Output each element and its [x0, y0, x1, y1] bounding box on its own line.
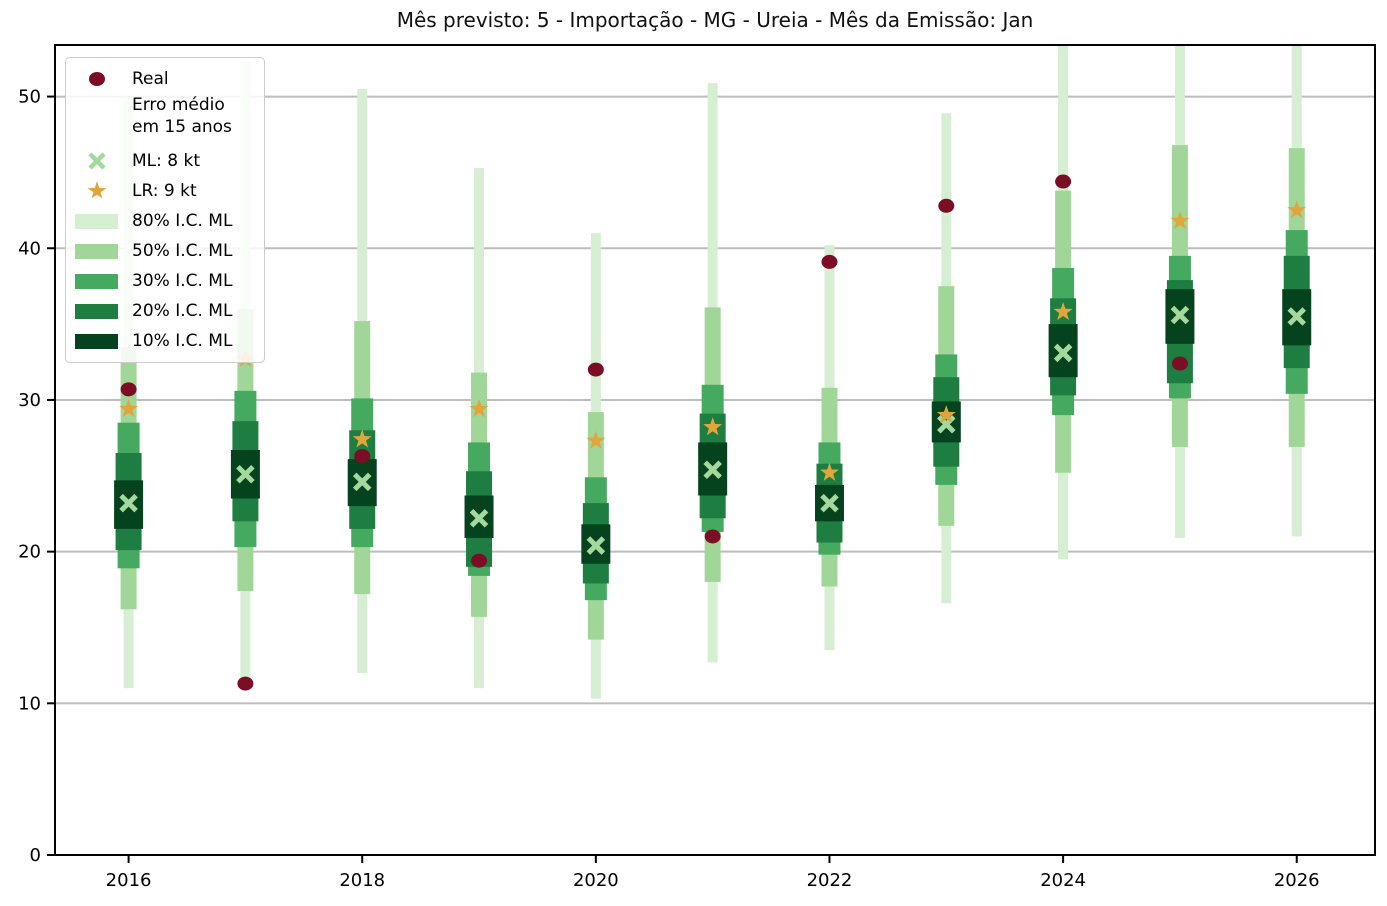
- legend-item-p50: 50% I.C. ML: [74, 236, 256, 266]
- ml-x-icon: [74, 150, 120, 172]
- real-dot-marker-2020: [587, 362, 604, 377]
- legend-item-erro-medio: Erro médio em 15 anos: [74, 94, 256, 146]
- ml-x-marker-2016: [119, 493, 138, 513]
- legend-label-ml: ML: 8 kt: [132, 150, 200, 171]
- y-tick-label-20: 20: [18, 542, 41, 563]
- legend-item-ml: ML: 8 kt: [74, 146, 256, 176]
- lr-star-marker-2021: [703, 417, 723, 436]
- legend-label-p80: 80% I.C. ML: [132, 210, 233, 231]
- lr-star-marker-2024: [1053, 301, 1073, 321]
- p50-swatch-icon: [74, 240, 120, 262]
- legend-label-real: Real: [132, 68, 169, 89]
- ml-x-marker-2024: [1053, 343, 1073, 363]
- legend-label-p10: 10% I.C. ML: [132, 330, 233, 351]
- real-dot-marker-2019: [471, 553, 488, 568]
- legend-item-p30: 30% I.C. ML: [74, 266, 256, 296]
- ml-x-marker-2025: [1170, 305, 1190, 325]
- p20-swatch-icon: [74, 300, 120, 322]
- legend-item-p20: 20% I.C. ML: [74, 296, 256, 326]
- plot-frame: [54, 44, 1376, 856]
- real-dot-marker-2017: [237, 676, 254, 691]
- y-tick-label-30: 30: [18, 390, 41, 411]
- x-tick-label-2024: 2024: [1040, 870, 1086, 891]
- y-tick-label-10: 10: [18, 693, 41, 714]
- legend-item-p80: 80% I.C. ML: [74, 206, 256, 236]
- x-tick-label-2018: 2018: [339, 870, 385, 891]
- real-dot-marker-2018: [354, 449, 371, 464]
- p80-swatch-icon: [74, 210, 120, 232]
- chart-title: Mês previsto: 5 - Importação - MG - Urei…: [396, 8, 1034, 32]
- x-tick-label-2022: 2022: [807, 870, 853, 891]
- lr-star-marker-2025: [1170, 210, 1190, 230]
- ml-x-marker-2020: [586, 536, 606, 555]
- legend-label-p50: 50% I.C. ML: [132, 240, 233, 261]
- p30-swatch-icon: [74, 270, 120, 292]
- legend-item-lr: LR: 9 kt: [74, 176, 256, 206]
- legend-item-p10: 10% I.C. ML: [74, 326, 256, 356]
- ml-x-marker-2026: [1287, 307, 1306, 326]
- real-dot-marker-2024: [1055, 174, 1072, 189]
- lr-star-icon: [74, 180, 120, 202]
- lr-star-marker-2018: [352, 429, 372, 448]
- real-dot-marker-2022: [821, 254, 838, 269]
- ml-x-marker-2023: [937, 414, 956, 434]
- ml-x-marker-2017: [236, 465, 255, 484]
- legend-label-p20: 20% I.C. ML: [132, 300, 233, 321]
- lr-star-marker-2019: [469, 399, 489, 418]
- real-dot-marker-2023: [938, 198, 955, 213]
- lr-star-marker-2020: [586, 430, 606, 449]
- legend: Real Erro médio em 15 anos ML: 8 kt LR: …: [65, 57, 265, 363]
- legend-label-erro-medio: Erro médio em 15 anos: [132, 95, 232, 138]
- x-tick-label-2026: 2026: [1274, 870, 1320, 891]
- y-tick-label-0: 0: [30, 845, 41, 866]
- legend-item-real: Real: [74, 64, 256, 94]
- x-tick-label-2020: 2020: [573, 870, 619, 891]
- y-tick-label-40: 40: [18, 238, 41, 259]
- y-tick-label-50: 50: [18, 87, 41, 108]
- x-tick-label-2016: 2016: [106, 870, 152, 891]
- p10-swatch-icon: [74, 330, 120, 352]
- lr-star-marker-2016: [119, 399, 139, 418]
- real-dot-icon: [74, 68, 120, 90]
- lr-star-marker-2022: [819, 462, 839, 481]
- ml-x-marker-2021: [703, 460, 722, 479]
- real-dot-marker-2021: [704, 529, 721, 544]
- real-dot-marker-2025: [1171, 356, 1188, 371]
- legend-label-lr: LR: 9 kt: [132, 180, 197, 201]
- ml-x-marker-2018: [352, 472, 372, 492]
- lr-star-marker-2023: [936, 405, 956, 424]
- ml-x-marker-2022: [820, 493, 839, 513]
- real-dot-marker-2016: [120, 382, 137, 397]
- lr-star-marker-2026: [1287, 200, 1307, 219]
- legend-label-p30: 30% I.C. ML: [132, 270, 233, 291]
- ml-x-marker-2019: [469, 508, 489, 528]
